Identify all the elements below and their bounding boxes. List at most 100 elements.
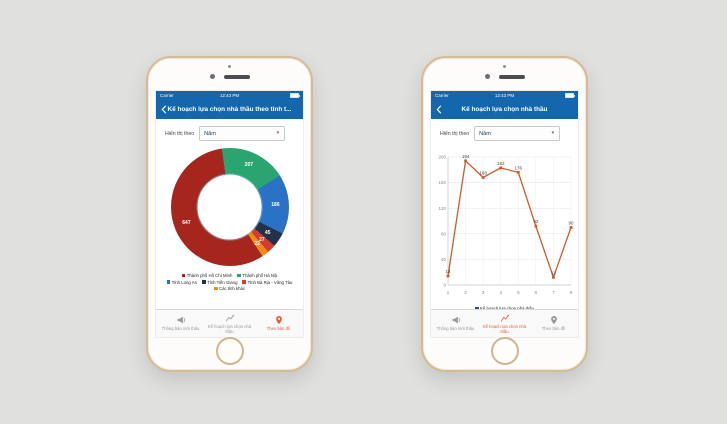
tab-label: Thông báo mời thầu xyxy=(161,326,200,332)
svg-text:176: 176 xyxy=(514,165,522,170)
legend-label: Kế hoạch lựa chọn nhà thầu xyxy=(480,306,534,311)
nav-bar: Kế hoạch lựa chọn nhà thầu xyxy=(431,100,578,119)
svg-text:194: 194 xyxy=(461,154,469,159)
carrier-label: Carrier xyxy=(160,93,174,98)
legend-item[interactable]: Tỉnh Bà Rịa - Vũng Tàu xyxy=(242,280,292,285)
plan-line-chart[interactable]: 0 40 80 120 160 200 14 1 194 2 168 3 183 4 176 5 92 6 12 7 9… xyxy=(433,147,577,299)
svg-text:90: 90 xyxy=(568,220,574,225)
legend-swatch xyxy=(242,280,247,284)
phone-earpiece-row xyxy=(423,74,586,79)
status-bar: Carrier 12:43 PM xyxy=(431,91,578,100)
front-camera xyxy=(209,74,215,79)
legend-label: Thành phố Hà Nội xyxy=(242,273,278,278)
tab-map[interactable]: Theo bản đồ xyxy=(529,310,578,337)
megaphone-icon xyxy=(177,316,185,324)
donut-segment-value: 27 xyxy=(259,236,265,243)
legend-item[interactable]: Thành phố Hà Nội xyxy=(237,273,277,278)
tab-label: Kế hoạch lựa chọn nhà thầu xyxy=(207,323,252,334)
legend-swatch xyxy=(213,286,218,291)
speaker-grill xyxy=(223,74,250,79)
legend-label: Tỉnh Tiền Giang xyxy=(207,279,238,285)
clock: 12:43 PM xyxy=(219,93,240,98)
svg-text:14: 14 xyxy=(445,269,451,274)
line-chart-svg: 0 40 80 120 160 200 14 1 194 2 168 3 183 4 176 5 92 6 12 7 9… xyxy=(438,154,574,296)
display-by-label: Hiển thị theo xyxy=(165,130,195,137)
display-by-dropdown[interactable]: Năm ▼ xyxy=(199,126,286,141)
trend-chart-icon xyxy=(500,314,509,322)
legend-item[interactable]: Tỉnh Long An xyxy=(166,279,198,285)
svg-text:7: 7 xyxy=(552,290,555,296)
megaphone-icon xyxy=(452,316,460,324)
svg-text:6: 6 xyxy=(534,290,537,296)
donut-hole xyxy=(197,174,262,240)
line-chart-legend: Kế hoạch lựa chọn nhà thầu xyxy=(431,306,578,311)
svg-text:1: 1 xyxy=(446,290,449,296)
tab-plans[interactable]: Kế hoạch lựa chọn nhà thầu xyxy=(480,310,529,337)
legend-label: Tỉnh Long An xyxy=(171,279,198,285)
tab-label: Theo bản đồ xyxy=(541,326,566,332)
speaker-grill xyxy=(498,74,525,79)
display-by-dropdown[interactable]: Năm ▼ xyxy=(474,126,561,141)
front-sensor-dot xyxy=(503,65,506,68)
map-pin-icon xyxy=(275,316,282,325)
legend-swatch xyxy=(237,273,241,278)
battery-icon xyxy=(565,92,575,99)
status-bar: Carrier 12:43 PM xyxy=(156,91,303,100)
legend-item[interactable]: Kế hoạch lựa chọn nhà thầu xyxy=(474,306,534,311)
phone-mockup-left: Carrier 12:43 PM Kế hoạch lựa chọn nhà t… xyxy=(146,56,313,372)
tab-plans[interactable]: Kế hoạch lựa chọn nhà thầu xyxy=(205,310,254,337)
legend-swatch xyxy=(181,273,186,278)
dropdown-value: Năm xyxy=(204,130,216,137)
legend-label: Tỉnh Bà Rịa - Vũng Tàu xyxy=(247,279,293,285)
legend-item[interactable]: Thành phố Hồ Chí Minh xyxy=(181,273,233,278)
svg-text:168: 168 xyxy=(479,170,487,175)
svg-text:12: 12 xyxy=(550,270,556,275)
phone-earpiece-row xyxy=(148,74,311,79)
donut-chart-legend: Thành phố Hồ Chí Minh Thành phố Hà Nội T… xyxy=(156,273,303,291)
app-screen: Carrier 12:43 PM Kế hoạch lựa chọn nhà t… xyxy=(430,90,579,338)
legend-label: Các tỉnh khác xyxy=(219,286,246,291)
svg-text:80: 80 xyxy=(440,231,446,236)
phone-mockup-right: Carrier 12:43 PM Kế hoạch lựa chọn nhà t… xyxy=(421,56,588,372)
display-by-label: Hiển thị theo xyxy=(440,130,470,137)
front-camera xyxy=(484,74,490,79)
bottom-tab-bar: Thông báo mời thầu Kế hoạch lựa chọn nhà… xyxy=(431,309,578,337)
svg-text:183: 183 xyxy=(496,161,504,166)
battery-icon xyxy=(290,92,300,99)
donut-segment-value: 647 xyxy=(182,220,191,227)
svg-text:8: 8 xyxy=(569,290,572,296)
tab-announcements[interactable]: Thông báo mời thầu xyxy=(156,310,205,337)
svg-text:2: 2 xyxy=(464,290,467,296)
app-screen: Carrier 12:43 PM Kế hoạch lựa chọn nhà t… xyxy=(155,90,304,338)
tab-label: Theo bản đồ xyxy=(266,326,291,332)
back-chevron-icon[interactable] xyxy=(161,105,167,114)
dropdown-caret-icon: ▼ xyxy=(550,130,556,136)
back-chevron-icon[interactable] xyxy=(436,105,442,114)
carrier-label: Carrier xyxy=(435,93,449,98)
page-title: Kế hoạch lựa chọn nhà thầu xyxy=(461,106,548,113)
donut-segment-value: 186 xyxy=(271,201,280,208)
map-pin-icon xyxy=(550,316,557,325)
trend-chart-icon xyxy=(225,314,234,322)
donut-segment-value: 22 xyxy=(254,240,260,247)
filter-row: Hiển thị theo Năm ▼ xyxy=(156,119,303,145)
legend-label: Thành phố Hồ Chí Minh xyxy=(186,273,233,278)
legend-item[interactable]: Các tỉnh khác xyxy=(213,286,246,291)
legend-item[interactable]: Tỉnh Tiền Giang xyxy=(202,280,237,285)
tab-map[interactable]: Theo bản đồ xyxy=(254,310,303,337)
tab-label: Kế hoạch lựa chọn nhà thầu xyxy=(482,323,527,334)
svg-text:120: 120 xyxy=(438,206,446,211)
dropdown-caret-icon: ▼ xyxy=(275,130,281,136)
tab-announcements[interactable]: Thông báo mời thầu xyxy=(431,310,480,337)
dropdown-value: Năm xyxy=(479,130,491,137)
svg-text:5: 5 xyxy=(516,290,519,296)
province-donut-chart[interactable]: 207 186 45 27 22 647 xyxy=(170,148,289,266)
svg-text:200: 200 xyxy=(438,155,446,160)
front-sensor-dot xyxy=(228,65,231,68)
svg-text:92: 92 xyxy=(533,219,539,224)
donut-segment-value: 45 xyxy=(264,229,271,236)
donut-segment-value: 207 xyxy=(244,162,254,169)
home-button xyxy=(215,337,244,365)
clock: 12:43 PM xyxy=(494,93,515,98)
svg-text:4: 4 xyxy=(499,290,502,296)
